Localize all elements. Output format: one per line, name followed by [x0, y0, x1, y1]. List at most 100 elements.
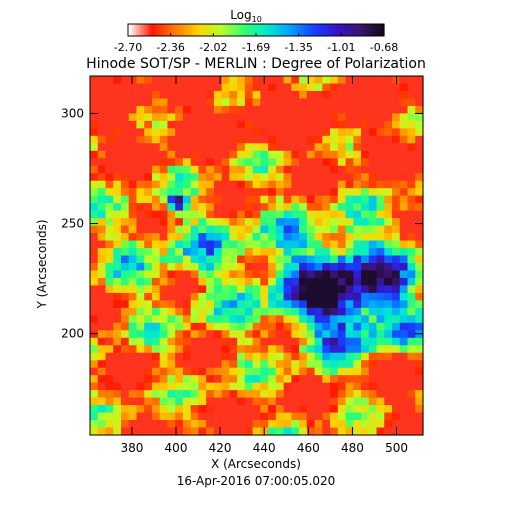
- heatmap-cell: [151, 412, 161, 421]
- heatmap-cell: [361, 225, 370, 234]
- heatmap-cell: [97, 173, 107, 182]
- heatmap-cell: [322, 165, 331, 174]
- heatmap-cell: [120, 83, 130, 92]
- heatmap-cell: [415, 285, 424, 294]
- heatmap-cell: [105, 397, 114, 406]
- heatmap-cell: [306, 98, 316, 107]
- heatmap-cell: [330, 203, 339, 212]
- heatmap-cell: [407, 210, 416, 219]
- heatmap-cell: [330, 337, 339, 346]
- heatmap-cell: [392, 128, 401, 137]
- heatmap-cell: [136, 352, 145, 361]
- heatmap-cell: [306, 105, 316, 114]
- heatmap-cell: [182, 412, 192, 421]
- heatmap-cell: [244, 397, 254, 406]
- heatmap-cell: [392, 337, 401, 346]
- heatmap-cell: [384, 83, 393, 92]
- heatmap-cell: [361, 128, 370, 137]
- heatmap-cell: [337, 352, 347, 361]
- heatmap-cell: [128, 218, 138, 227]
- colorbar-segment: [206, 24, 209, 36]
- heatmap-cell: [291, 180, 300, 189]
- heatmap-cell: [221, 285, 230, 294]
- colorbar-segment: [156, 24, 159, 36]
- heatmap-cell: [415, 367, 424, 376]
- heatmap-cell: [337, 375, 347, 384]
- heatmap-cell: [407, 322, 416, 331]
- heatmap-cell: [275, 120, 285, 129]
- heatmap-cell: [283, 105, 292, 114]
- heatmap-cell: [361, 262, 370, 272]
- heatmap-cell: [159, 375, 169, 384]
- heatmap-cell: [213, 307, 223, 316]
- heatmap-cell: [198, 427, 207, 436]
- heatmap-cell: [306, 143, 316, 152]
- heatmap-cell: [376, 180, 385, 189]
- heatmap-cell: [128, 277, 138, 287]
- heatmap-cell: [190, 307, 200, 316]
- heatmap-cell: [167, 188, 176, 197]
- heatmap-cell: [167, 195, 176, 204]
- heatmap-cell: [314, 173, 323, 182]
- heatmap-cell: [105, 375, 114, 384]
- colorbar-segment: [254, 24, 257, 36]
- heatmap-cell: [151, 203, 161, 212]
- heatmap-cell: [252, 113, 261, 122]
- heatmap-cell: [244, 352, 254, 361]
- heatmap-cell: [182, 285, 192, 294]
- heatmap-cell: [291, 300, 300, 309]
- heatmap-cell: [260, 277, 269, 287]
- heatmap-cell: [368, 322, 378, 331]
- heatmap-cell: [229, 262, 238, 272]
- heatmap-cell: [415, 83, 424, 92]
- colorbar-segment: [222, 24, 225, 36]
- heatmap-cell: [159, 195, 169, 204]
- colorbar-segment: [366, 24, 369, 36]
- heatmap-cell: [275, 233, 285, 242]
- heatmap-cell: [182, 277, 192, 287]
- heatmap-cell: [120, 225, 130, 234]
- heatmap-cell: [415, 76, 424, 85]
- heatmap-cell: [206, 427, 215, 436]
- heatmap-cell: [97, 270, 107, 279]
- heatmap-cell: [361, 345, 370, 354]
- heatmap-cell: [105, 218, 114, 227]
- heatmap-cell: [299, 360, 308, 369]
- heatmap-cell: [120, 367, 130, 376]
- heatmap-cell: [221, 90, 230, 100]
- heatmap-cell: [368, 277, 378, 287]
- heatmap-cell: [275, 113, 285, 122]
- heatmap-cell: [90, 248, 99, 257]
- heatmap-cell: [353, 180, 362, 189]
- heatmap-cell: [128, 240, 138, 249]
- heatmap-cell: [399, 427, 409, 436]
- heatmap-cell: [337, 120, 347, 129]
- heatmap-cell: [299, 390, 308, 399]
- heatmap-cell: [330, 128, 339, 137]
- heatmap-cell: [159, 360, 169, 369]
- heatmap-cell: [337, 165, 347, 174]
- heatmap-cell: [136, 120, 145, 129]
- heatmap-cell: [144, 173, 153, 182]
- heatmap-cell: [136, 143, 145, 152]
- heatmap-cell: [314, 307, 323, 316]
- heatmap-cell: [330, 255, 339, 264]
- heatmap-cell: [159, 120, 169, 129]
- heatmap-cell: [206, 405, 215, 414]
- heatmap-cell: [206, 322, 215, 331]
- heatmap-cell: [407, 405, 416, 414]
- heatmap-cell: [291, 412, 300, 421]
- heatmap-cell: [306, 375, 316, 384]
- heatmap-cell: [97, 397, 107, 406]
- heatmap-cell: [353, 270, 362, 279]
- heatmap-cell: [167, 76, 176, 85]
- heatmap-cell: [314, 158, 323, 167]
- heatmap-cell: [151, 120, 161, 129]
- heatmap-cell: [206, 98, 215, 107]
- heatmap-cell: [322, 143, 331, 152]
- heatmap-cell: [175, 248, 184, 257]
- heatmap-cell: [283, 337, 292, 346]
- heatmap-cell: [384, 150, 393, 159]
- heatmap-cell: [337, 240, 347, 249]
- heatmap-cell: [299, 420, 308, 429]
